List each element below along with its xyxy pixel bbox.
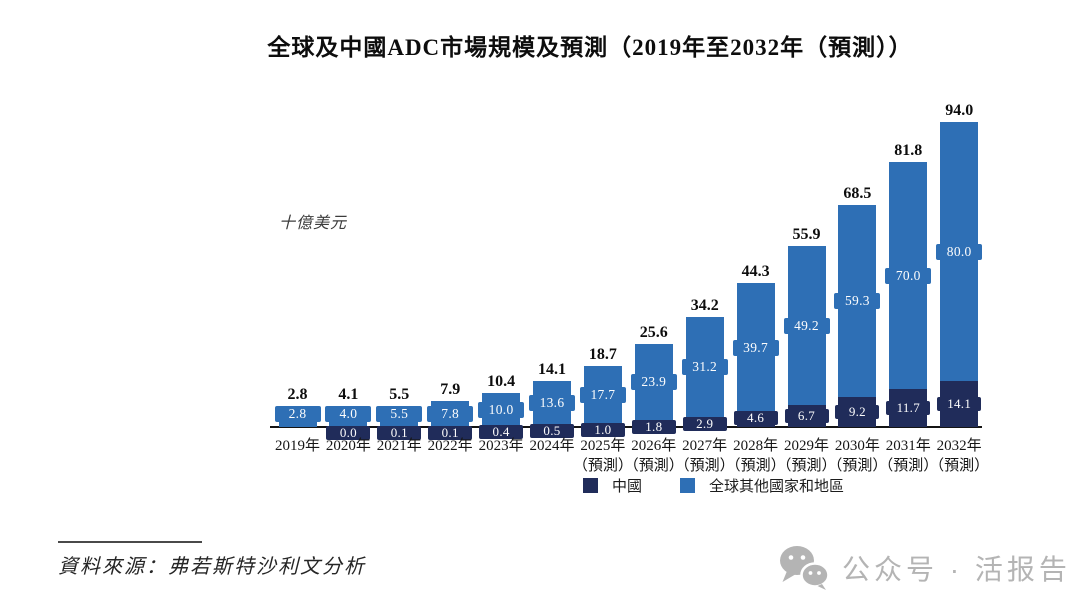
bar-total-label: 44.3 [741, 263, 770, 281]
bar-value-china: 4.6 [733, 410, 778, 426]
bar-total-label: 25.6 [639, 323, 668, 341]
chart-title: 全球及中國ADC市場規模及預測（2019年至2032年（預測）） [267, 35, 913, 60]
bar-value-global: 13.6 [529, 395, 575, 412]
bar-value-global: 39.7 [732, 339, 779, 356]
x-tick-label: 2020年 [325, 438, 371, 454]
legend-label-global: 全球其他國家和地區 [709, 479, 845, 495]
bar-value-global: 4.0 [325, 406, 372, 422]
bar-total-label: 2.8 [287, 386, 308, 403]
x-tick-label: 2026年 （預測） [623, 438, 684, 474]
bar-value-china: 2.9 [682, 416, 727, 431]
bar-value-china: 0.1 [377, 425, 422, 440]
bar-value-china: 1.8 [631, 419, 676, 435]
china-color-swatch [583, 478, 598, 493]
x-tick-label: 2030年 （預測） [827, 438, 888, 474]
bar-value-global: 23.9 [630, 374, 677, 391]
bar-value-global: 17.7 [579, 387, 626, 404]
global-color-swatch [680, 478, 696, 493]
bar-value-global: 5.5 [376, 405, 423, 422]
bar-value-global: 7.8 [427, 405, 474, 422]
x-tick-label: 2021年 [376, 438, 422, 454]
bar-total-label: 55.9 [792, 225, 821, 243]
legend-item-china: 中國 [583, 475, 642, 496]
bar-value-china: 11.7 [886, 400, 931, 416]
legend-item-global: 全球其他國家和地區 [680, 475, 844, 496]
x-tick-label: 2031年 （預測） [878, 438, 939, 474]
bar-value-global: 10.0 [478, 401, 525, 418]
bar-total-label: 14.1 [538, 361, 566, 379]
x-tick-label: 2027年 （預測） [674, 438, 735, 474]
x-tick-label: 2032年 （預測） [929, 438, 990, 474]
y-axis-unit-label: 十億美元 [279, 215, 348, 232]
bar-value-global: 2.8 [274, 406, 321, 422]
chart-legend: 中國 全球其他國家和地區 [583, 475, 844, 496]
bar-value-china: 9.2 [835, 404, 880, 420]
x-tick-label: 2019年 [274, 438, 320, 454]
source-note: 資料來源：弗若斯特沙利文分析 [58, 556, 366, 578]
source-divider-line [58, 541, 202, 543]
bar-total-label: 68.5 [843, 185, 872, 203]
legend-label-china: 中國 [612, 479, 643, 495]
bar-value-china: 1.0 [580, 422, 625, 437]
bar-value-china: 0.1 [428, 425, 473, 440]
x-tick-label: 2028年 （預測） [725, 438, 786, 474]
watermark: 公众号 · 活报告 [778, 544, 1071, 591]
watermark-text: 公众号 · 活报告 [842, 553, 1071, 585]
x-tick-label: 2022年 [427, 438, 473, 454]
bar-value-global: 49.2 [783, 317, 830, 334]
x-tick-label: 2024年 [529, 438, 575, 454]
bar-total-label: 5.5 [389, 385, 410, 403]
x-tick-label: 2029年 （預測） [776, 438, 837, 474]
x-tick-label: 2023年 [478, 438, 524, 454]
bar-value-china: 0.5 [530, 423, 574, 439]
bar-value-global: 59.3 [834, 293, 881, 310]
bar-value-china: 0.4 [479, 424, 524, 439]
bar-total-label: 81.8 [894, 142, 923, 160]
x-axis-line [270, 426, 982, 428]
bar-total-label: 4.1 [338, 386, 359, 403]
bar-total-label: 7.9 [440, 381, 461, 399]
bar-value-china: 6.7 [784, 408, 829, 424]
wechat-icon [778, 544, 830, 591]
bar-value-global: 70.0 [885, 267, 932, 284]
bar-value-global: 31.2 [681, 359, 728, 376]
bar-total-label: 10.4 [487, 373, 516, 391]
bar-value-china: 14.1 [937, 396, 982, 412]
bar-segment-global [278, 417, 317, 427]
bar-total-label: 34.2 [690, 296, 719, 314]
bar-value-global: 80.0 [936, 243, 983, 260]
bar-total-label: 94.0 [945, 102, 974, 120]
x-tick-label: 2025年 （預測） [572, 438, 633, 474]
bar-total-label: 18.7 [588, 346, 617, 364]
bar-value-china: 0.0 [326, 425, 371, 440]
